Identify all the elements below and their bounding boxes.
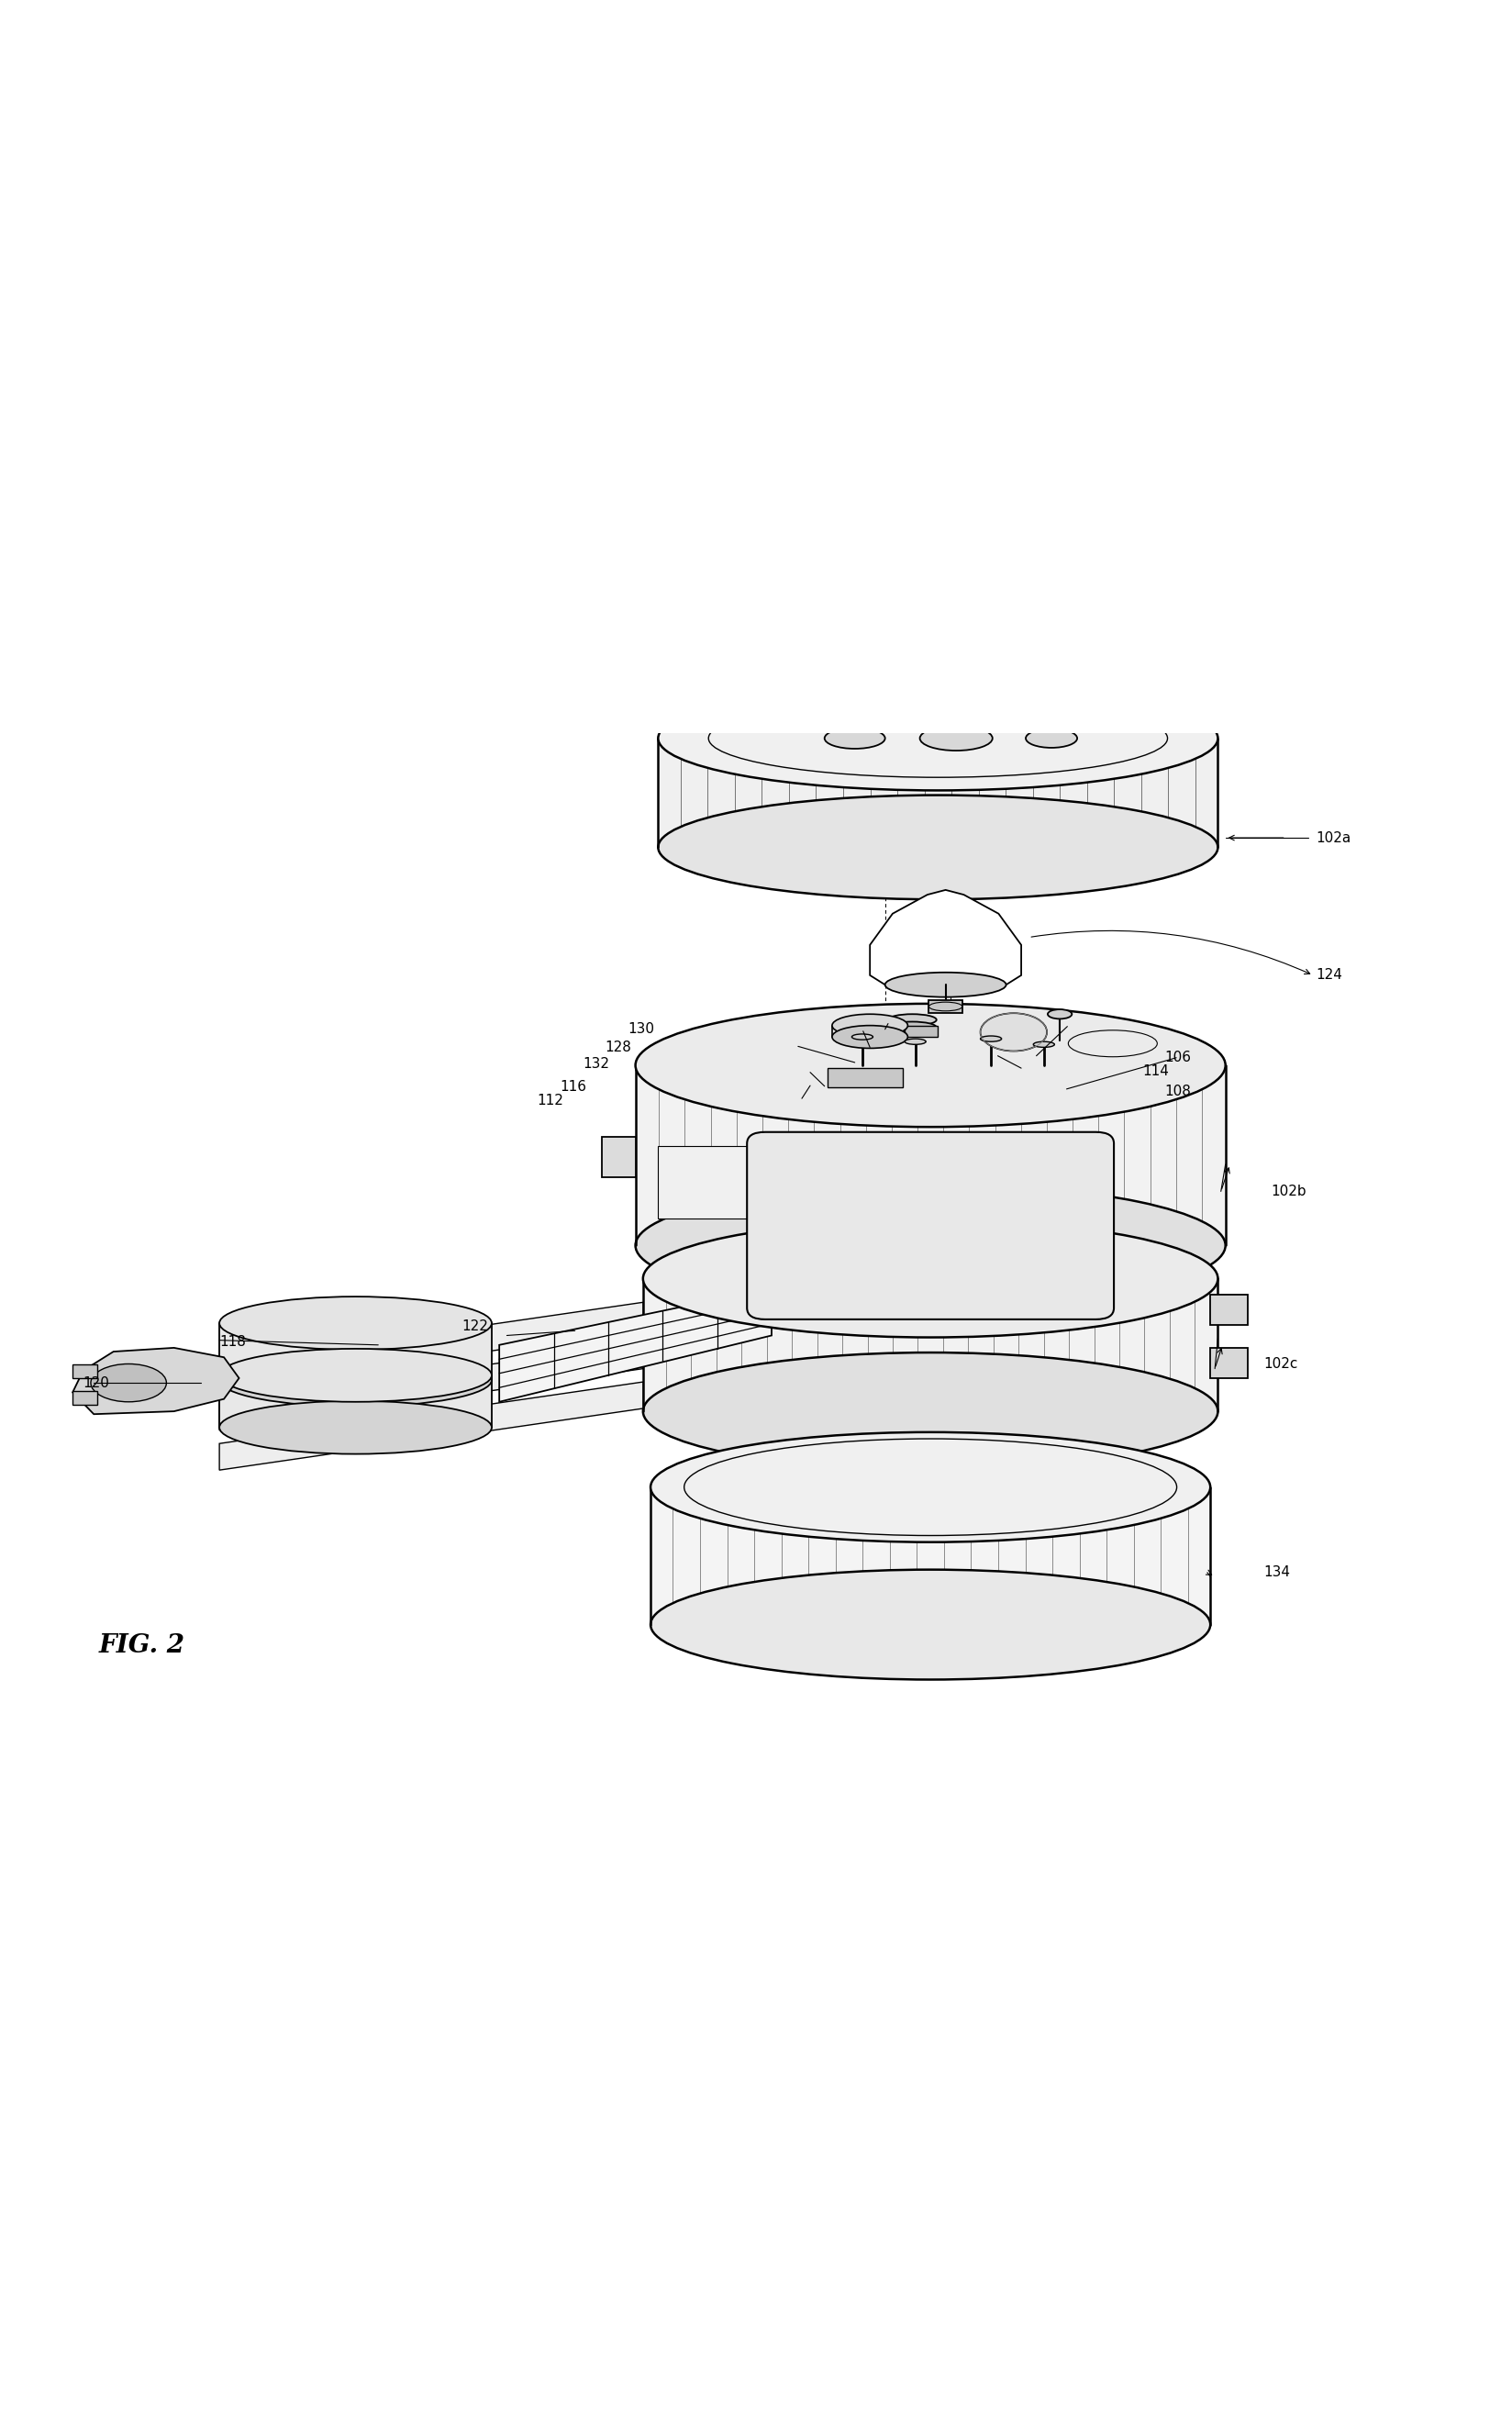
Ellipse shape — [219, 1348, 491, 1401]
Polygon shape — [219, 1374, 491, 1427]
Text: 102c: 102c — [1263, 1357, 1297, 1372]
Text: FIG. 2: FIG. 2 — [98, 1633, 184, 1657]
Text: 102b: 102b — [1270, 1183, 1305, 1198]
Ellipse shape — [832, 1014, 907, 1036]
Bar — [1210, 1348, 1247, 1379]
Bar — [73, 1391, 97, 1406]
Bar — [827, 1067, 903, 1087]
Polygon shape — [643, 1278, 1217, 1410]
Bar — [602, 1137, 635, 1176]
Text: 114: 114 — [1142, 1065, 1169, 1077]
Text: 118: 118 — [219, 1335, 246, 1350]
Ellipse shape — [219, 1352, 491, 1406]
Ellipse shape — [888, 1022, 936, 1034]
Ellipse shape — [635, 1005, 1225, 1128]
Ellipse shape — [851, 1034, 872, 1041]
Ellipse shape — [643, 1220, 1217, 1338]
Ellipse shape — [980, 1036, 1001, 1041]
Ellipse shape — [658, 686, 1217, 790]
Polygon shape — [650, 1488, 1210, 1625]
Ellipse shape — [1049, 1024, 1176, 1063]
Ellipse shape — [1033, 1041, 1054, 1048]
Ellipse shape — [919, 727, 992, 751]
Text: 120: 120 — [83, 1377, 110, 1389]
Text: 116: 116 — [559, 1080, 587, 1094]
Bar — [904, 1026, 937, 1036]
Ellipse shape — [650, 1570, 1210, 1678]
Ellipse shape — [91, 1364, 166, 1401]
Ellipse shape — [824, 727, 885, 749]
Ellipse shape — [885, 973, 1005, 997]
Bar — [73, 1364, 97, 1379]
Polygon shape — [869, 891, 1021, 985]
Ellipse shape — [888, 1014, 936, 1026]
Polygon shape — [219, 1323, 491, 1379]
Text: 106: 106 — [1164, 1051, 1191, 1065]
Polygon shape — [862, 1022, 992, 1041]
Ellipse shape — [219, 1401, 491, 1454]
Ellipse shape — [635, 1183, 1225, 1307]
Ellipse shape — [1048, 1009, 1072, 1019]
Text: 102a: 102a — [1315, 831, 1350, 845]
Text: 132: 132 — [582, 1058, 609, 1072]
Text: 112: 112 — [537, 1094, 564, 1106]
Polygon shape — [73, 1348, 239, 1415]
Polygon shape — [219, 1381, 643, 1471]
Ellipse shape — [904, 1038, 925, 1043]
Ellipse shape — [643, 1352, 1217, 1471]
Text: 130: 130 — [627, 1022, 655, 1036]
Polygon shape — [658, 1147, 1107, 1220]
Bar — [1210, 1294, 1247, 1326]
Ellipse shape — [1025, 729, 1077, 749]
Text: 108: 108 — [1164, 1084, 1191, 1099]
FancyBboxPatch shape — [928, 1000, 962, 1014]
Ellipse shape — [658, 795, 1217, 898]
Ellipse shape — [980, 1014, 1046, 1051]
Ellipse shape — [650, 1432, 1210, 1543]
Text: 124: 124 — [1315, 968, 1343, 983]
FancyBboxPatch shape — [747, 1133, 1113, 1319]
Polygon shape — [658, 739, 1217, 848]
Polygon shape — [219, 1343, 643, 1430]
Text: 128: 128 — [605, 1041, 632, 1055]
Polygon shape — [635, 1065, 1225, 1246]
Polygon shape — [798, 1031, 1070, 1060]
Polygon shape — [810, 1065, 1048, 1092]
Text: 134: 134 — [1263, 1565, 1290, 1579]
Text: 122: 122 — [461, 1319, 488, 1333]
Ellipse shape — [1049, 1072, 1176, 1111]
Polygon shape — [219, 1302, 643, 1391]
Ellipse shape — [832, 1026, 907, 1048]
Polygon shape — [499, 1287, 771, 1401]
Ellipse shape — [219, 1297, 491, 1350]
